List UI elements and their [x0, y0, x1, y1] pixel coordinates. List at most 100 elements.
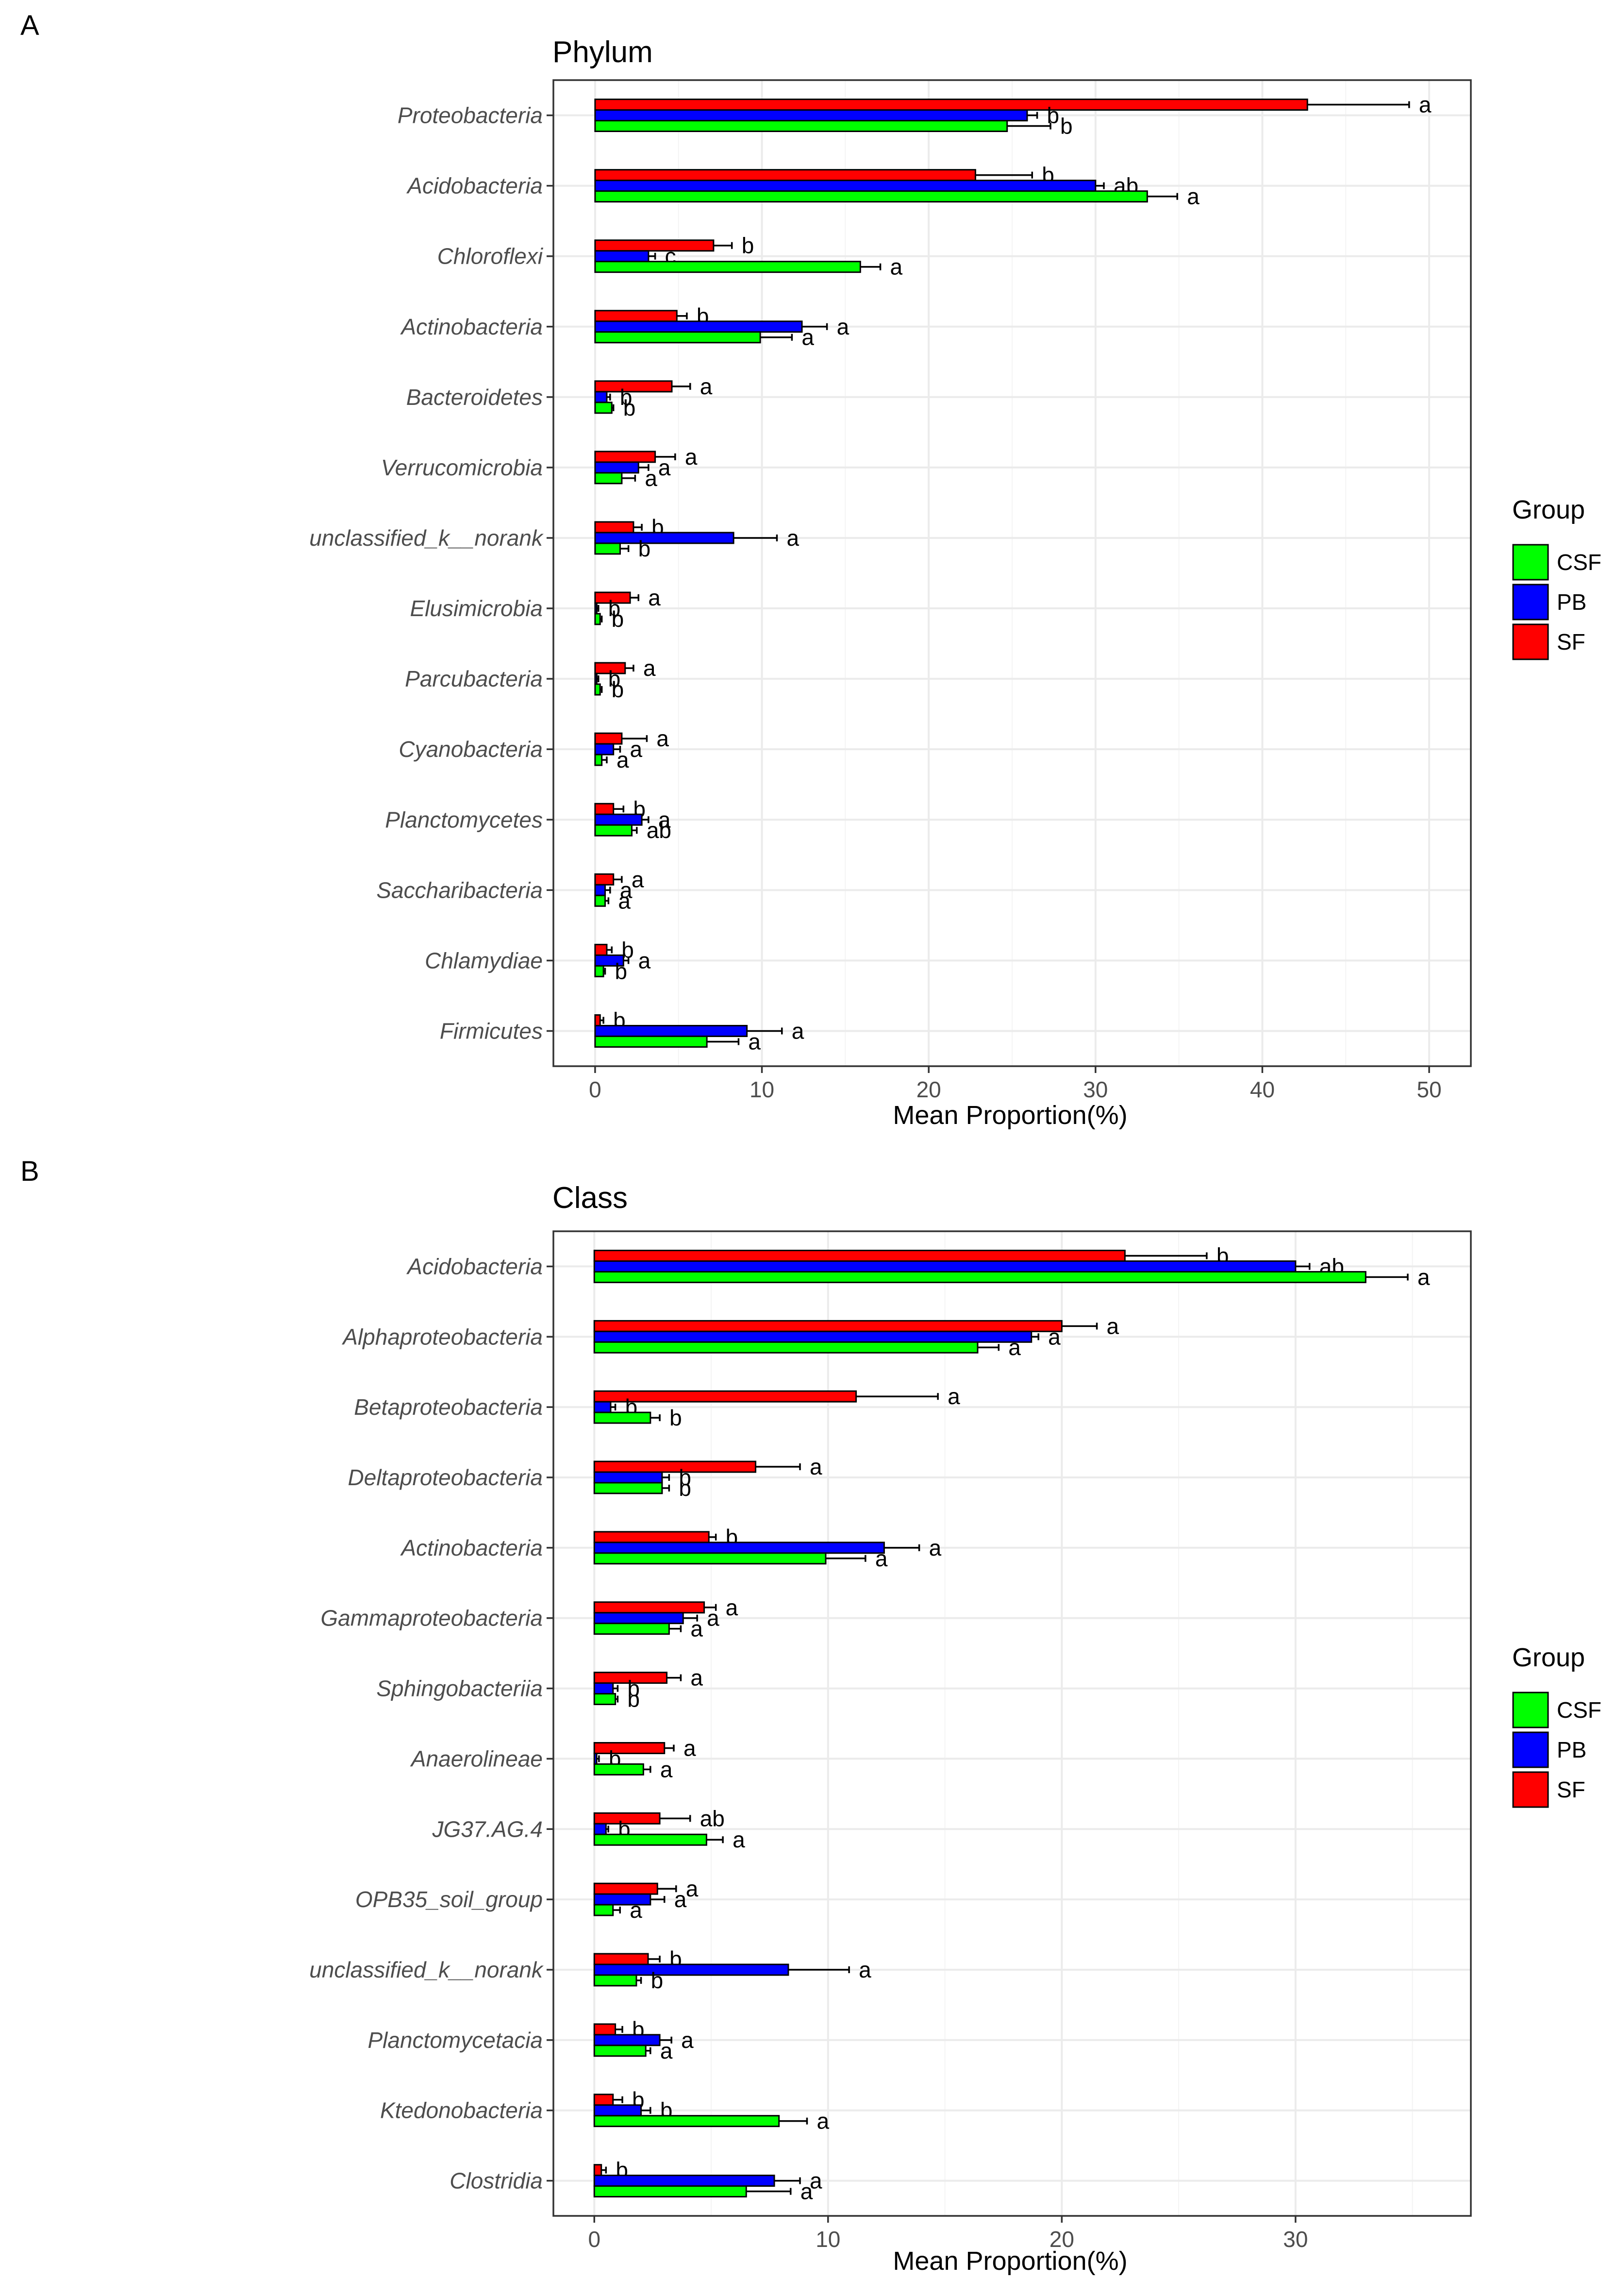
phylum-bar-csf-acidobacteria — [594, 190, 1148, 203]
phylum-sig-label-pb-elusimicrobia: b — [608, 596, 621, 621]
phylum-category-label-unclassified-k-norank: unclassified_k__norank — [309, 525, 544, 551]
class-bar-pb-ktedonobacteria — [593, 2104, 642, 2117]
class-panel-border — [552, 1230, 1472, 2217]
class-legend-label-sf: SF — [1557, 1777, 1585, 1802]
class-sig-label-sf-jg37-ag-4: ab — [700, 1806, 725, 1831]
phylum-x-tick-label-10: 10 — [750, 1077, 774, 1102]
class-category-label-sphingobacteriia: Sphingobacteriia — [376, 1676, 543, 1701]
class-sig-label-pb-unclassified-k-norank: a — [859, 1957, 871, 1982]
panel-b-letter: B — [20, 1156, 39, 1187]
class-bar-csf-acidobacteria — [593, 1271, 1366, 1283]
phylum-legend-label-sf: SF — [1557, 629, 1585, 654]
phylum-sig-label-csf-firmicutes: a — [748, 1029, 761, 1054]
phylum-legend-key-pb — [1512, 584, 1549, 620]
phylum-sig-label-pb-cyanobacteria: a — [630, 737, 642, 762]
class-category-label-alphaproteobacteria: Alphaproteobacteria — [341, 1324, 543, 1349]
phylum-sig-label-csf-acidobacteria: a — [1187, 184, 1200, 209]
class-sig-label-sf-betaproteobacteria: a — [948, 1384, 960, 1409]
class-sig-label-csf-gammaproteobacteria: a — [690, 1616, 703, 1642]
phylum-category-label-saccharibacteria: Saccharibacteria — [376, 877, 543, 903]
phylum-bar-sf-bacteroidetes — [594, 380, 673, 393]
phylum-legend-label-csf: CSF — [1557, 550, 1601, 575]
phylum-sig-label-pb-actinobacteria: a — [837, 314, 850, 339]
class-sig-label-pb-actinobacteria: a — [929, 1535, 942, 1560]
phylum-category-label-chlamydiae: Chlamydiae — [425, 948, 543, 973]
class-bar-pb-sphingobacteriia — [593, 1682, 614, 1695]
class-category-label-gammaproteobacteria: Gammaproteobacteria — [320, 1606, 543, 1631]
class-legend-title: Group — [1512, 1643, 1585, 1672]
phylum-bar-pb-proteobacteria — [594, 109, 1028, 122]
phylum-sig-label-csf-verrucomicrobia: a — [645, 466, 657, 491]
phylum-sig-label-csf-parcubacteria: b — [612, 677, 624, 702]
class-sig-label-csf-sphingobacteriia: b — [627, 1687, 640, 1712]
phylum-bar-csf-bacteroidetes — [594, 402, 613, 414]
class-sig-label-csf-clostridia: a — [800, 2179, 813, 2204]
class-chart: baaabaaaababbbbababbaabbbaaabaaabbaabaaa… — [309, 1230, 1472, 2252]
phylum-bar-pb-planctomycetes — [594, 813, 643, 826]
phylum-category-label-planctomycetes: Planctomycetes — [385, 807, 543, 832]
phylum-category-label-actinobacteria: Actinobacteria — [400, 314, 543, 339]
class-bar-pb-clostridia — [593, 2175, 775, 2187]
class-bar-sf-clostridia — [593, 2164, 602, 2177]
phylum-chart: abbbaabaaababbbabcabaabbaaaaabaaababbbaa… — [309, 79, 1472, 1102]
phylum-bar-csf-proteobacteria — [594, 120, 1008, 133]
phylum-bar-pb-parcubacteria — [594, 672, 598, 685]
class-bar-pb-gammaproteobacteria — [593, 1612, 684, 1625]
phylum-sig-label-pb-unclassified-k-norank: a — [786, 525, 799, 551]
phylum-category-label-proteobacteria: Proteobacteria — [398, 103, 543, 128]
phylum-sig-label-pb-chlamydiae: a — [638, 948, 651, 973]
class-bar-pb-planctomycetacia — [593, 2034, 661, 2046]
phylum-legend-title: Group — [1512, 495, 1585, 524]
phylum-bar-sf-firmicutes — [594, 1014, 601, 1026]
class-category-label-jg37-ag-4: JG37.AG.4 — [432, 1816, 543, 1842]
phylum-bar-csf-cyanobacteria — [594, 754, 603, 766]
class-x-axis-label: Mean Proportion(%) — [893, 2246, 1127, 2276]
class-category-label-acidobacteria: Acidobacteria — [406, 1254, 543, 1279]
phylum-bar-csf-saccharibacteria — [594, 894, 606, 907]
phylum-bar-sf-saccharibacteria — [594, 873, 615, 886]
class-sig-label-pb-deltaproteobacteria: b — [679, 1465, 691, 1490]
class-bar-sf-anaerolineae — [593, 1742, 666, 1754]
class-bar-sf-unclassified-k-norank — [593, 1953, 649, 1965]
class-category-label-betaproteobacteria: Betaproteobacteria — [354, 1394, 543, 1420]
class-bar-sf-alphaproteobacteria — [593, 1320, 1063, 1332]
phylum-x-tick-label-20: 20 — [916, 1077, 941, 1102]
phylum-legend: Group CSF PB SF — [1512, 495, 1601, 660]
class-bar-sf-actinobacteria — [593, 1531, 710, 1543]
class-category-label-opb35-soil-group: OPB35_soil_group — [355, 1887, 543, 1912]
phylum-sig-label-pb-verrucomicrobia: a — [658, 455, 671, 480]
class-bar-pb-actinobacteria — [593, 1542, 885, 1554]
phylum-x-tick-label-40: 40 — [1250, 1077, 1275, 1102]
class-sig-label-csf-actinobacteria: a — [875, 1546, 888, 1571]
class-bar-sf-ktedonobacteria — [593, 2094, 614, 2106]
phylum-title: Phylum — [552, 35, 653, 69]
class-x-tick-label-0: 0 — [588, 2227, 600, 2252]
phylum-bar-csf-unclassified-k-norank — [594, 542, 621, 555]
class-bar-csf-clostridia — [593, 2185, 747, 2197]
class-x-tick-label-20: 20 — [1050, 2227, 1074, 2252]
phylum-legend-key-sf — [1512, 623, 1549, 660]
phylum-sig-label-csf-cyanobacteria: a — [616, 747, 629, 772]
class-legend: Group CSF PB SF — [1512, 1643, 1601, 1808]
class-bar-sf-jg37-ag-4 — [593, 1812, 661, 1825]
class-sig-label-pb-alphaproteobacteria: a — [1048, 1324, 1061, 1349]
phylum-bar-sf-actinobacteria — [594, 310, 678, 322]
phylum-bar-csf-chloroflexi — [594, 261, 861, 273]
phylum-bar-pb-acidobacteria — [594, 180, 1097, 192]
class-sig-label-sf-sphingobacteriia: a — [690, 1665, 703, 1691]
class-sig-label-sf-anaerolineae: a — [683, 1735, 696, 1760]
class-sig-label-sf-opb35-soil-group: a — [686, 1876, 699, 1901]
phylum-bar-sf-parcubacteria — [594, 662, 626, 674]
class-category-label-clostridia: Clostridia — [450, 2168, 543, 2194]
phylum-bar-pb-verrucomicrobia — [594, 461, 639, 474]
phylum-bar-sf-acidobacteria — [594, 169, 976, 182]
phylum-sig-label-pb-saccharibacteria: a — [620, 877, 633, 903]
phylum-bar-sf-unclassified-k-norank — [594, 521, 634, 534]
class-bar-csf-alphaproteobacteria — [593, 1341, 979, 1354]
phylum-category-label-parcubacteria: Parcubacteria — [405, 666, 543, 691]
phylum-sig-label-csf-bacteroidetes: b — [623, 395, 636, 420]
class-bar-csf-ktedonobacteria — [593, 2115, 780, 2128]
class-bar-sf-acidobacteria — [593, 1250, 1126, 1262]
phylum-category-label-acidobacteria: Acidobacteria — [406, 173, 543, 199]
phylum-x-tick-label-30: 30 — [1083, 1077, 1108, 1102]
